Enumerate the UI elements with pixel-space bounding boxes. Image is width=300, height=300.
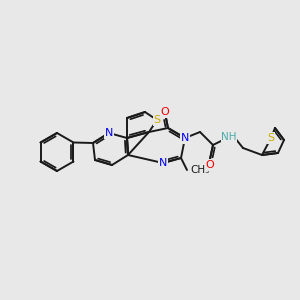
Text: N: N xyxy=(159,158,167,168)
Text: S: S xyxy=(153,115,161,125)
Text: O: O xyxy=(160,107,169,117)
Text: S: S xyxy=(267,133,274,143)
Text: N: N xyxy=(105,128,113,138)
Text: NH: NH xyxy=(221,132,237,142)
Text: CH₃: CH₃ xyxy=(190,165,209,175)
Text: O: O xyxy=(206,160,214,170)
Text: N: N xyxy=(181,133,189,143)
